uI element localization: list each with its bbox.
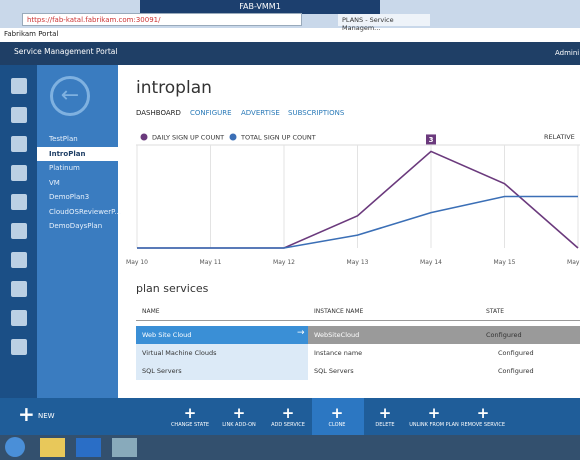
x-tick-label: May 10	[126, 259, 148, 266]
table-cell[interactable]: Instance name	[314, 349, 363, 357]
rail-icon[interactable]	[11, 223, 27, 239]
x-tick-label: May 16	[567, 259, 580, 266]
page-title: introplan	[136, 78, 212, 98]
command-button[interactable]: UNLINK FROM PLAN	[409, 422, 459, 428]
header-title: Service Management Portal	[14, 47, 118, 56]
command-button[interactable]: LINK ADD-ON	[222, 422, 256, 428]
table-cell[interactable]: SQL Servers	[136, 362, 308, 380]
nav-item[interactable]: VM	[49, 178, 60, 187]
legend-check	[140, 133, 148, 141]
command-button[interactable]: ADD SERVICE	[271, 422, 305, 428]
nav-item[interactable]: DemoPlan3	[49, 193, 90, 201]
command-icon[interactable]: +	[476, 404, 490, 422]
command-icon[interactable]: +	[330, 404, 344, 422]
active-command	[312, 398, 364, 435]
annotation-box	[426, 134, 436, 145]
tab[interactable]: ADVERTISE	[241, 109, 280, 117]
taskbar-app[interactable]	[40, 438, 65, 457]
back-button[interactable]: ←	[50, 76, 90, 116]
command-icon[interactable]: +	[183, 404, 197, 422]
x-tick-label: May 15	[494, 259, 516, 266]
rail-icon[interactable]	[11, 310, 27, 326]
nav-item[interactable]: Platinum	[49, 164, 80, 172]
taskbar-app[interactable]	[112, 438, 137, 457]
new-button[interactable]: NEW	[38, 412, 55, 420]
command-button[interactable]: DELETE	[375, 422, 395, 428]
rail-icon[interactable]	[11, 165, 27, 181]
command-icon[interactable]: +	[232, 404, 246, 422]
table-cell[interactable]: Configured	[498, 367, 534, 375]
taskbar-app[interactable]	[76, 438, 101, 457]
annotation: 3	[429, 136, 434, 144]
row-arrow: →	[297, 328, 305, 338]
command-button[interactable]: CHANGE STATE	[170, 422, 210, 428]
command-icon[interactable]: +	[281, 404, 295, 422]
header	[0, 42, 580, 65]
legend-check	[229, 133, 237, 141]
legend-label: DAILY SIGN UP COUNT	[152, 134, 224, 142]
tab[interactable]: DASHBOARD	[136, 109, 181, 117]
window-title: FAB-VMM1	[140, 0, 380, 14]
start-button[interactable]	[5, 437, 25, 457]
command-button[interactable]: CLONE	[328, 422, 346, 428]
command-icon[interactable]: +	[427, 404, 441, 422]
rail-icon[interactable]	[11, 194, 27, 210]
browser-tab[interactable]: PLANS - Service Managem...	[338, 14, 430, 32]
rail-icon[interactable]	[11, 339, 27, 355]
column-header: NAME	[136, 303, 308, 321]
nav-item[interactable]: DemoDaysPlan	[49, 222, 103, 230]
section-title: plan services	[136, 282, 209, 295]
table-cell[interactable]: Configured	[480, 326, 580, 344]
series-line	[137, 195, 578, 249]
rail-icon[interactable]	[11, 281, 27, 297]
table-cell[interactable]: Virtual Machine Clouds	[136, 344, 308, 362]
table-cell[interactable]: SQL Servers	[314, 367, 354, 375]
command-button[interactable]: REMOVE SERVICE	[460, 422, 506, 428]
table-cell[interactable]: Configured	[498, 349, 534, 357]
user[interactable]: Admini	[555, 49, 580, 57]
address-bar[interactable]: https://fab-katal.fabrikam.com:30091/	[22, 13, 302, 26]
nav-item[interactable]: CloudOSReviewerP...	[49, 207, 121, 216]
new-icon[interactable]: +	[18, 402, 35, 426]
rail-icon[interactable]	[11, 252, 27, 268]
nav-item[interactable]: IntroPlan	[37, 146, 118, 161]
rail-icon[interactable]	[11, 107, 27, 123]
column-header: INSTANCE NAME	[308, 303, 480, 321]
x-tick-label: May 12	[273, 259, 295, 266]
legend-label: TOTAL SIGN UP COUNT	[240, 134, 316, 142]
nav-panel	[37, 65, 118, 398]
table-cell[interactable]: Web Site Cloud	[136, 326, 308, 344]
favorite[interactable]: Fabrikam Portal	[4, 30, 59, 38]
table-cell[interactable]: WebSiteCloud	[308, 326, 480, 344]
tab[interactable]: SUBSCRIPTIONS	[288, 109, 345, 117]
column-header: STATE	[480, 303, 580, 321]
nav-item[interactable]: TestPlan	[49, 135, 78, 143]
relative[interactable]: RELATIVE	[544, 133, 575, 141]
x-tick-label: May 13	[347, 259, 369, 266]
x-tick-label: May 11	[200, 259, 222, 266]
x-tick-label: May 14	[420, 259, 442, 266]
command-bar	[0, 398, 580, 435]
command-icon[interactable]: +	[378, 404, 392, 422]
tab[interactable]: CONFIGURE	[190, 109, 232, 117]
rail-icon[interactable]	[11, 78, 27, 94]
rail-icon[interactable]	[11, 136, 27, 152]
